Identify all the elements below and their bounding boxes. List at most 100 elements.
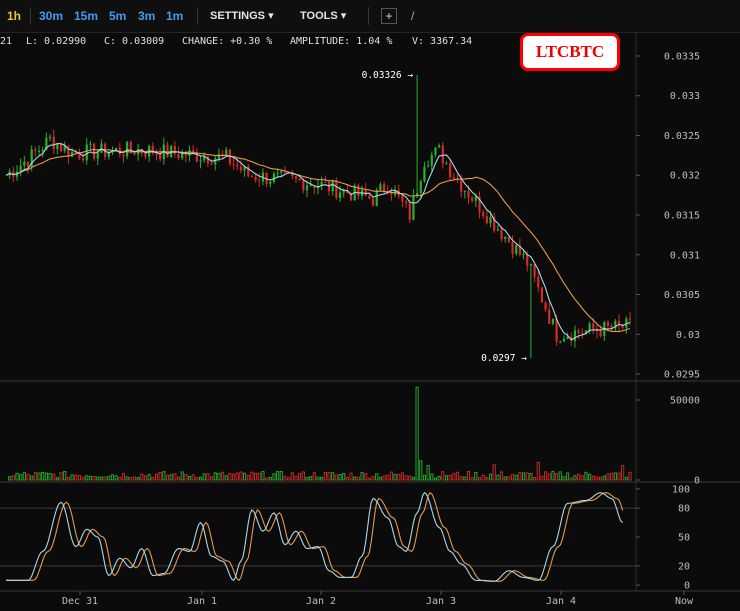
volume-bar xyxy=(103,476,107,481)
candle-body xyxy=(588,323,591,331)
volume-bar xyxy=(588,473,592,481)
timeframe-1h[interactable]: 1h xyxy=(7,9,22,23)
volume-bar xyxy=(544,471,548,481)
candle-body xyxy=(617,320,621,325)
ohlc-stats-bar: 21 L: 0.02990 C: 0.03009 CHANGE: +0.30 %… xyxy=(0,36,472,50)
candle-body xyxy=(89,143,92,145)
volume-bar xyxy=(566,472,570,481)
volume-bar xyxy=(30,475,34,481)
volume-bar xyxy=(74,474,78,481)
volume-bar xyxy=(195,477,199,481)
volume-bar xyxy=(228,473,232,481)
candle-body xyxy=(331,180,334,192)
volume-bar xyxy=(11,475,15,481)
volume-bar xyxy=(595,476,599,481)
candle-body xyxy=(485,216,488,224)
candle-body xyxy=(493,216,496,231)
candle-body xyxy=(41,149,44,151)
candle-body xyxy=(184,151,187,156)
volume-bar xyxy=(180,471,184,481)
candle-body xyxy=(599,331,602,337)
timeframe-30m[interactable]: 30m xyxy=(39,9,64,23)
volume-bar xyxy=(400,472,404,481)
candle-body xyxy=(467,190,470,198)
candle-body xyxy=(371,198,375,206)
volume-bar xyxy=(474,472,478,481)
candle-body xyxy=(258,180,261,182)
timeframe-15m[interactable]: 15m xyxy=(74,9,99,23)
candle-body xyxy=(584,330,588,334)
volume-bar xyxy=(455,471,460,481)
volume-bar xyxy=(261,471,265,481)
volume-bar xyxy=(33,472,37,481)
volume-bar xyxy=(415,386,419,481)
volume-bar xyxy=(536,461,540,481)
volume-bar xyxy=(393,473,397,481)
candle-body xyxy=(177,153,180,159)
stats-change: CHANGE: +0.30 % xyxy=(182,36,273,47)
candle-body xyxy=(382,184,386,192)
volume-bar xyxy=(99,476,103,481)
settings-menu[interactable]: SETTINGS ▾ xyxy=(210,9,274,22)
candle-body xyxy=(247,166,250,177)
volume-bar xyxy=(364,473,368,481)
volume-bar xyxy=(503,476,507,481)
candle-body xyxy=(276,172,279,174)
candle-body xyxy=(614,320,617,329)
timeframe-3m[interactable]: 3m xyxy=(138,9,156,23)
volume-bar xyxy=(276,471,280,481)
volume-bar xyxy=(510,474,515,481)
add-indicator-button[interactable]: + xyxy=(381,8,397,24)
volume-bar xyxy=(419,460,423,481)
candle-body xyxy=(280,171,283,173)
draw-line-tool[interactable]: / xyxy=(411,9,415,23)
volume-bar xyxy=(540,475,544,481)
timeframe-5m[interactable]: 5m xyxy=(109,9,127,23)
candle-body xyxy=(309,185,312,187)
candle-body xyxy=(581,332,584,334)
candle-body xyxy=(404,201,408,204)
candle-body xyxy=(610,325,613,329)
volume-bar xyxy=(254,472,258,481)
time-tick-label: Dec 31 xyxy=(62,596,98,607)
candle-body xyxy=(555,318,558,342)
volume-bar xyxy=(210,476,214,481)
candle-body xyxy=(320,181,323,187)
timeframe-1m[interactable]: 1m xyxy=(166,9,184,23)
volume-bar xyxy=(118,476,122,481)
volume-bar xyxy=(547,473,551,481)
price-tick-label: 0.0335 xyxy=(664,51,700,62)
volume-bar xyxy=(66,476,70,481)
volume-bar xyxy=(312,472,316,481)
chevron-down-icon: ▾ xyxy=(340,10,347,22)
candle-body xyxy=(625,318,628,328)
volume-bar xyxy=(176,476,181,481)
candle-body xyxy=(559,341,562,343)
volume-bar xyxy=(599,476,603,481)
volume-bar xyxy=(356,476,360,481)
tools-menu[interactable]: TOOLS ▾ xyxy=(300,9,346,22)
volume-bar xyxy=(132,476,137,481)
time-tick-label: Jan 3 xyxy=(426,596,456,607)
volume-bar xyxy=(169,474,173,481)
price-tick-label: 0.0295 xyxy=(664,370,700,381)
volume-bar xyxy=(459,476,463,481)
volume-bar xyxy=(433,477,438,481)
stochastic-tick-label: 80 xyxy=(678,504,690,515)
candle-body xyxy=(195,152,198,162)
volume-bar xyxy=(378,476,382,481)
volume-bar xyxy=(397,474,401,481)
candle-body xyxy=(551,318,555,324)
candle-body xyxy=(298,178,301,181)
volume-bar xyxy=(525,472,529,481)
volume-bar xyxy=(382,475,386,481)
volume-bar xyxy=(92,476,96,481)
volume-bar xyxy=(349,472,353,481)
price-tick-label: 0.033 xyxy=(670,91,700,102)
stats-partial-value: 21 xyxy=(0,36,13,47)
candle-body xyxy=(206,156,209,164)
candle-body xyxy=(34,149,37,152)
volume-bar xyxy=(353,476,357,481)
candle-body xyxy=(327,182,331,192)
